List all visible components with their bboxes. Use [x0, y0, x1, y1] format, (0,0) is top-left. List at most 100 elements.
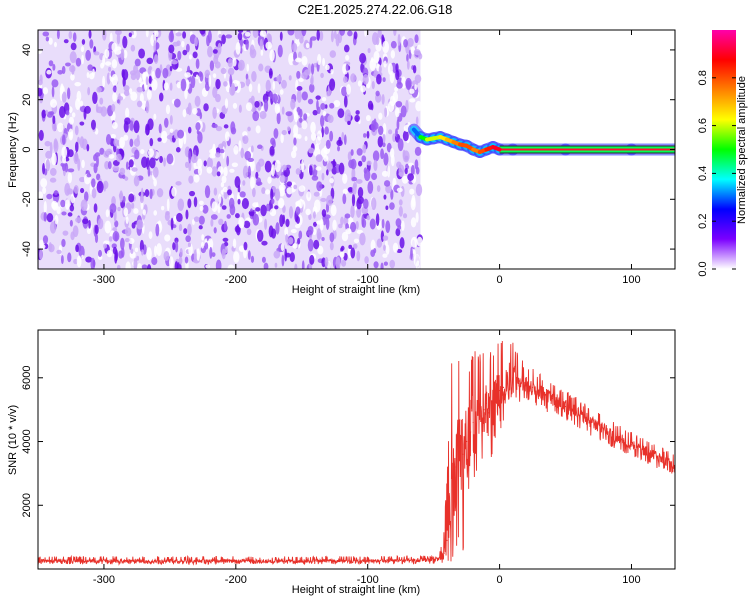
noise-blob [145, 76, 149, 86]
noise-blob [114, 49, 122, 55]
noise-blob [79, 176, 86, 183]
y-tick-label: -40 [21, 241, 33, 257]
noise-blob [211, 166, 218, 177]
snr-point [591, 421, 593, 424]
noise-blob [305, 42, 310, 49]
noise-blob [147, 166, 151, 177]
noise-blob [188, 160, 192, 172]
noise-blob [412, 65, 417, 74]
noise-blob [382, 253, 388, 258]
noise-blob [221, 140, 227, 150]
noise-blob [373, 261, 379, 269]
noise-blob [192, 108, 198, 115]
noise-blob [345, 63, 349, 72]
noise-blob [42, 31, 50, 37]
noise-blob [402, 175, 408, 184]
snr-point [488, 412, 490, 414]
noise-blob [123, 49, 128, 59]
noise-blob [279, 31, 283, 41]
noise-blob [335, 256, 341, 269]
noise-blob [81, 38, 86, 45]
noise-blob [187, 242, 191, 248]
noise-blob [128, 32, 132, 38]
noise-blob [54, 190, 58, 196]
noise-blob [276, 75, 283, 83]
snr-point [466, 440, 468, 443]
noise-blob [181, 40, 185, 48]
noise-blob [389, 202, 395, 210]
noise-blob [219, 149, 225, 154]
noise-blob [94, 233, 99, 244]
noise-blob [173, 98, 181, 108]
noise-blob [68, 116, 74, 125]
x-tick-label: 0 [497, 574, 503, 586]
noise-blob [52, 63, 56, 71]
noise-blob [264, 218, 268, 230]
noise-blob [341, 259, 347, 267]
noise-blob [130, 72, 137, 81]
noise-blob [285, 218, 290, 228]
noise-blob [169, 82, 173, 91]
noise-blob [301, 91, 308, 101]
noise-blob [99, 147, 105, 155]
snr-point [564, 405, 567, 408]
noise-blob [180, 78, 187, 92]
snr-point [604, 429, 606, 431]
noise-blob [321, 209, 327, 218]
noise-blob [356, 250, 361, 262]
spectrogram-y-ticks: -40 -20 0 20 40 [21, 44, 675, 257]
noise-blob [43, 201, 47, 214]
noise-blob [56, 206, 61, 215]
noise-blob [176, 81, 182, 89]
noise-blob [396, 187, 403, 193]
noise-blob [305, 208, 311, 216]
noise-blob [326, 162, 333, 171]
noise-blob [112, 165, 120, 172]
x-tick-label: -300 [93, 574, 115, 586]
noise-blob [186, 43, 190, 53]
noise-blob [65, 62, 71, 67]
signal-band-core [499, 148, 675, 151]
noise-blob [279, 175, 286, 183]
noise-blob [49, 177, 57, 183]
noise-blob [249, 158, 255, 172]
noise-blob [145, 30, 149, 38]
noise-blob [381, 218, 385, 229]
noise-blob [172, 41, 180, 47]
noise-blob [259, 30, 267, 37]
noise-blob [415, 183, 423, 197]
noise-blob [246, 63, 250, 72]
noise-blob [396, 118, 400, 130]
noise-blob [321, 172, 325, 181]
noise-blob [117, 206, 121, 212]
noise-blob [347, 186, 354, 193]
noise-blob [205, 264, 210, 269]
snr-point [509, 380, 511, 382]
noise-blob [82, 218, 89, 225]
noise-blob [140, 149, 145, 155]
noise-blob [71, 64, 75, 75]
noise-blob [102, 30, 107, 41]
noise-blob [296, 216, 300, 224]
noise-blob [259, 38, 263, 50]
noise-blob [229, 74, 233, 88]
noise-blob [290, 150, 297, 159]
noise-blob [271, 228, 277, 239]
noise-blob [184, 256, 189, 264]
noise-blob [356, 206, 362, 218]
x-tick-label: 0 [497, 274, 503, 286]
snr-point [644, 450, 646, 452]
noise-blob [341, 231, 349, 242]
noise-blob [187, 102, 192, 116]
noise-blob [353, 238, 360, 244]
noise-blob [43, 212, 47, 222]
noise-blob [171, 186, 177, 197]
noise-blob [158, 92, 164, 102]
noise-blob [92, 68, 95, 77]
noise-blob [124, 237, 130, 243]
noise-blob [221, 34, 226, 45]
noise-blob [190, 75, 196, 89]
noise-blob [238, 59, 245, 71]
noise-blob [365, 115, 371, 122]
noise-blob [359, 52, 367, 64]
